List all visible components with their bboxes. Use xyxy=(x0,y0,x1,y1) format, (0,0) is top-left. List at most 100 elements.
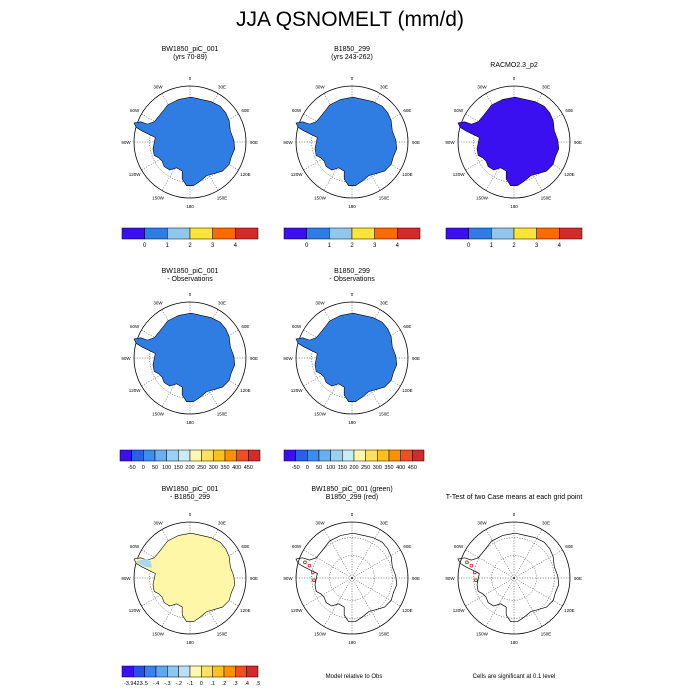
longitude-label: 150E xyxy=(541,195,552,200)
panel-title: B1850_299- Observations xyxy=(329,268,375,283)
longitude-label: 150E xyxy=(541,631,552,636)
colorbar-label: .2 xyxy=(222,681,227,687)
colorbar-swatch xyxy=(213,449,226,462)
longitude-label: 150E xyxy=(379,411,390,416)
colorbar-label: 1 xyxy=(166,243,170,249)
longitude-label: 30W xyxy=(315,301,325,306)
colorbar-label: 4 xyxy=(558,243,562,249)
polar-map: 0 30E 60E 90E 120E 150E 180 150W 120W 90W 60W 30W xyxy=(121,292,258,425)
longitude-label: 90E xyxy=(574,140,582,145)
longitude-label: 180 xyxy=(186,640,194,645)
colorbar-swatch xyxy=(119,449,132,462)
model-relative-note: Model relative to Obs xyxy=(325,674,383,680)
colorbar: -3.9423-.5-.4-.3-.2-.10.1.2.3.4.55.0021 xyxy=(121,665,260,687)
colorbar: 0 1 2 3 4 xyxy=(445,227,583,249)
longitude-label: 180 xyxy=(510,204,518,209)
colorbar-label: 200 xyxy=(349,465,358,471)
longitude-label: 30W xyxy=(477,521,487,526)
longitude-label: 120E xyxy=(240,172,251,177)
colorbar-swatch xyxy=(167,227,191,240)
colorbar-label: 4 xyxy=(234,243,238,249)
longitude-label: 90E xyxy=(412,576,420,581)
significance-mark xyxy=(469,563,474,568)
longitude-label: 150W xyxy=(152,195,165,200)
colorbar-label: -.2 xyxy=(175,681,181,687)
colorbar-swatch xyxy=(131,449,144,462)
longitude-label: 120E xyxy=(402,172,413,177)
colorbar-swatch xyxy=(307,449,320,462)
colorbar-swatch xyxy=(330,449,343,462)
colorbar-swatch xyxy=(248,449,261,462)
longitude-label: 60E xyxy=(403,544,411,549)
longitude-label: 120E xyxy=(564,608,575,613)
longitude-label: 150W xyxy=(476,631,489,636)
colorbar-label: 0 xyxy=(306,465,309,471)
colorbar-label: 250 xyxy=(361,465,370,471)
colorbar-swatch xyxy=(295,449,308,462)
longitude-label: 120W xyxy=(291,388,304,393)
colorbar-swatch xyxy=(201,449,214,462)
longitude-label: 0 xyxy=(189,76,192,81)
colorbar-swatch xyxy=(329,227,353,240)
colorbar-swatch xyxy=(468,227,492,240)
colorbar: -50 0 50 100 150 200 250 300 350 400 450 xyxy=(283,449,425,471)
panel-title: T-Test of two Case means at each grid po… xyxy=(445,494,583,501)
longitude-label: 60W xyxy=(130,108,140,113)
colorbar-label: 1 xyxy=(328,243,332,249)
colorbar-label: 1 xyxy=(490,243,494,249)
colorbar-swatch xyxy=(342,449,355,462)
polar-map: 0 30E 60E 90E 120E 150E 180 150W 120W 90W 60W 30W xyxy=(445,512,582,645)
antarctica-shape xyxy=(295,312,398,402)
longitude-label: 30E xyxy=(380,521,388,526)
longitude-label: 60W xyxy=(130,544,140,549)
longitude-label: 150E xyxy=(379,631,390,636)
longitude-label: 30W xyxy=(153,301,163,306)
longitude-label: 30E xyxy=(380,301,388,306)
longitude-label: 90W xyxy=(283,140,293,145)
colorbar-label: 3 xyxy=(373,243,377,249)
longitude-label: 60W xyxy=(454,544,464,549)
antarctica-shape xyxy=(133,312,236,402)
colorbar-swatch xyxy=(377,449,390,462)
longitude-label: 30W xyxy=(315,521,325,526)
colorbar-label: 0 xyxy=(200,681,203,687)
longitude-label: 120W xyxy=(453,172,466,177)
longitude-label: 90W xyxy=(445,140,455,145)
longitude-label: 0 xyxy=(351,512,354,517)
latitude-line xyxy=(311,537,393,619)
longitude-label: 180 xyxy=(186,420,194,425)
significance-mark xyxy=(310,570,315,575)
colorbar-label: -50 xyxy=(128,465,136,471)
significance-mark xyxy=(472,570,477,575)
longitude-label: 150E xyxy=(217,411,228,416)
colorbar-swatch xyxy=(212,665,225,678)
latitude-line xyxy=(473,537,555,619)
longitude-label: 30E xyxy=(380,85,388,90)
colorbar-swatch xyxy=(283,449,296,462)
colorbar-label: -3.9423 xyxy=(124,681,143,687)
colorbar-label: 200 xyxy=(185,465,194,471)
colorbar-label: 150 xyxy=(338,465,347,471)
antarctica-shape xyxy=(295,96,398,186)
longitude-label: 90W xyxy=(283,356,293,361)
colorbar-swatch xyxy=(397,227,421,240)
colorbar-swatch xyxy=(374,227,398,240)
longitude-label: 90W xyxy=(121,576,131,581)
longitude-label: 60E xyxy=(403,108,411,113)
longitude-label: 90W xyxy=(283,576,293,581)
longitude-label: 60E xyxy=(565,544,573,549)
colorbar-label: 50 xyxy=(316,465,322,471)
longitude-label: 180 xyxy=(510,640,518,645)
panel-title: RACMO2.3_p2 xyxy=(490,62,538,69)
longitude-label: 60E xyxy=(241,108,249,113)
colorbar-label: 4 xyxy=(396,243,400,249)
antarctica-shape xyxy=(133,96,236,186)
polar-map: 0 30E 60E 90E 120E 150E 180 150W 120W 90W 60W 30W xyxy=(283,512,420,645)
longitude-label: 0 xyxy=(513,76,516,81)
colorbar-label: 2 xyxy=(188,243,192,249)
antarctica-shape xyxy=(133,532,236,622)
longitude-label: 90W xyxy=(445,576,455,581)
colorbar-swatch xyxy=(536,227,560,240)
colorbar-label: .4 xyxy=(244,681,249,687)
longitude-label: 150W xyxy=(152,411,165,416)
